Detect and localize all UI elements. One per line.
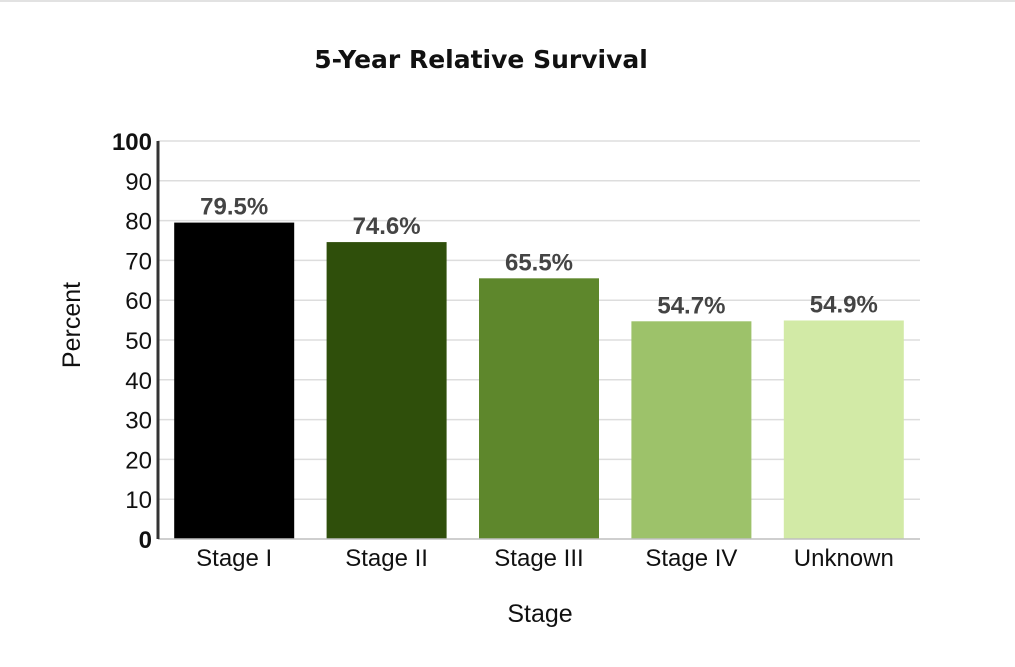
bar: [174, 222, 295, 539]
data-label: 65.5%: [505, 249, 573, 276]
data-label: 79.5%: [200, 194, 268, 221]
y-tick-label: 40: [125, 368, 152, 395]
x-tick-label: Stage I: [196, 545, 272, 572]
data-label: 54.7%: [657, 292, 725, 319]
y-tick-label: 50: [125, 328, 152, 355]
labels: 0 10 20 30 40 50 60 70 80 90 100 79.5% Stage I 74.6% S…: [112, 129, 894, 572]
y-tick-label: 80: [125, 209, 152, 236]
chart-title: 5-Year Relative Survival: [314, 45, 648, 74]
bars: [174, 222, 904, 540]
y-tick-label: 30: [125, 408, 152, 435]
data-label: 74.6%: [353, 213, 421, 240]
x-tick-label: Stage III: [494, 545, 583, 572]
x-axis-title: Stage: [507, 600, 572, 628]
y-tick-label: 0: [139, 527, 152, 554]
y-axis-title: Percent: [58, 282, 86, 368]
y-tick-label: 20: [125, 447, 152, 474]
bar: [326, 242, 447, 540]
y-tick-label: 100: [112, 129, 152, 156]
top-divider: [0, 0, 1015, 2]
bar: [631, 321, 752, 539]
axes: [156, 141, 920, 540]
x-tick-label: Stage II: [345, 545, 428, 572]
y-tick-label: 60: [125, 288, 152, 315]
y-tick-label: 10: [125, 487, 152, 514]
x-tick-label: Unknown: [794, 545, 894, 572]
bar: [783, 320, 904, 539]
y-tick-label: 70: [125, 248, 152, 275]
data-label: 54.9%: [810, 291, 878, 318]
x-tick-label: Stage IV: [645, 545, 737, 572]
bar: [479, 278, 599, 539]
y-tick-label: 90: [125, 169, 152, 196]
